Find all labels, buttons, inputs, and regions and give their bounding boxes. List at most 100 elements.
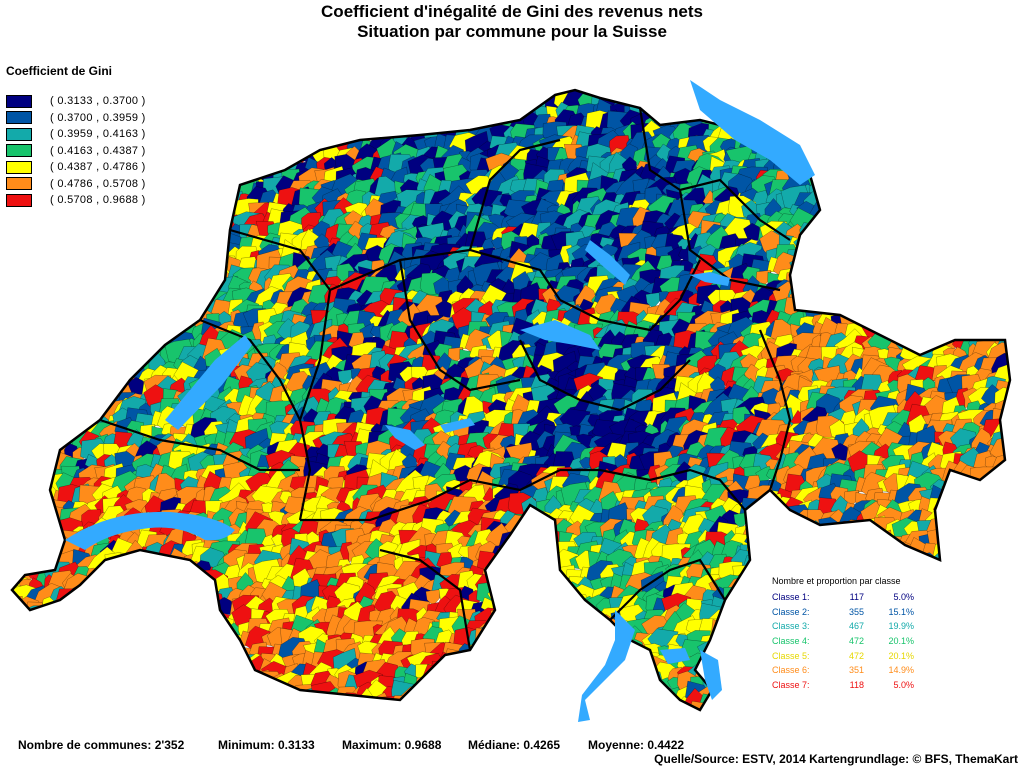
commune: [989, 575, 1010, 600]
commune: [19, 521, 43, 542]
commune: [202, 637, 228, 662]
commune: [943, 232, 959, 253]
commune: [19, 314, 34, 331]
commune: [856, 172, 875, 188]
commune: [412, 90, 431, 104]
commune: [177, 90, 210, 95]
commune: [753, 651, 773, 670]
commune: [807, 528, 832, 561]
commune: [942, 650, 964, 673]
commune: [991, 110, 1010, 140]
commune: [278, 93, 306, 118]
commune: [972, 640, 996, 663]
commune: [170, 161, 189, 179]
commune: [925, 90, 952, 103]
commune: [722, 644, 746, 661]
commune: [149, 269, 166, 285]
commune: [128, 90, 149, 94]
commune: [33, 640, 63, 668]
commune: [30, 618, 48, 642]
commune: [964, 177, 982, 198]
commune: [873, 90, 897, 103]
commune: [914, 90, 941, 97]
commune: [116, 560, 138, 587]
commune: [946, 73, 958, 88]
commune: [170, 99, 192, 125]
commune: [47, 609, 73, 632]
commune: [225, 90, 251, 116]
commune: [537, 631, 556, 651]
commune: [860, 273, 886, 301]
commune: [375, 90, 401, 96]
commune: [817, 289, 839, 312]
commune: [84, 645, 105, 662]
commune: [12, 596, 15, 618]
commune: [829, 552, 852, 574]
commune: [878, 543, 894, 560]
commune: [829, 121, 854, 147]
commune: [901, 201, 932, 224]
commune: [126, 599, 147, 619]
commune: [965, 647, 993, 678]
commune: [878, 180, 896, 197]
commune: [924, 207, 948, 232]
commune: [839, 234, 865, 256]
commune: [880, 552, 911, 577]
commune: [533, 545, 554, 565]
commune: [275, 90, 303, 96]
commune: [350, 92, 369, 113]
commune: [455, 90, 479, 105]
commune: [497, 90, 525, 117]
commune: [258, 90, 280, 92]
commune: [992, 155, 1010, 180]
commune: [384, 90, 418, 116]
commune: [841, 110, 864, 134]
commune: [829, 138, 851, 158]
commune: [199, 91, 229, 119]
commune: [38, 618, 61, 640]
commune: [955, 93, 974, 113]
commune: [815, 254, 841, 277]
commune: [819, 91, 837, 112]
commune: [869, 132, 899, 159]
commune: [940, 116, 959, 131]
commune: [123, 651, 150, 681]
commune: [71, 381, 94, 398]
commune: [932, 289, 953, 312]
commune: [565, 606, 585, 631]
commune: [12, 310, 22, 330]
commune: [952, 90, 977, 100]
commune: [498, 576, 520, 600]
commune: [979, 241, 1005, 266]
commune: [118, 346, 135, 365]
commune: [807, 253, 835, 282]
commune: [147, 165, 176, 189]
commune: [360, 92, 381, 116]
commune: [940, 638, 959, 664]
commune: [828, 542, 853, 565]
commune: [512, 93, 531, 110]
commune: [948, 566, 977, 590]
commune: [917, 321, 945, 344]
commune: [213, 662, 232, 688]
commune: [838, 90, 866, 109]
commune: [721, 619, 744, 638]
commune: [994, 486, 1010, 512]
commune: [55, 367, 82, 394]
commune: [739, 583, 763, 606]
commune: [931, 322, 952, 343]
commune: [195, 147, 214, 167]
commune: [811, 92, 830, 111]
commune: [960, 520, 989, 547]
commune: [116, 212, 133, 232]
commune: [952, 267, 974, 291]
commune: [15, 242, 40, 275]
commune: [511, 632, 535, 651]
commune: [295, 117, 309, 133]
commune: [920, 194, 941, 211]
commune: [949, 204, 971, 223]
commune: [906, 115, 933, 139]
commune: [166, 650, 189, 675]
commune: [628, 653, 653, 677]
commune: [177, 221, 211, 247]
